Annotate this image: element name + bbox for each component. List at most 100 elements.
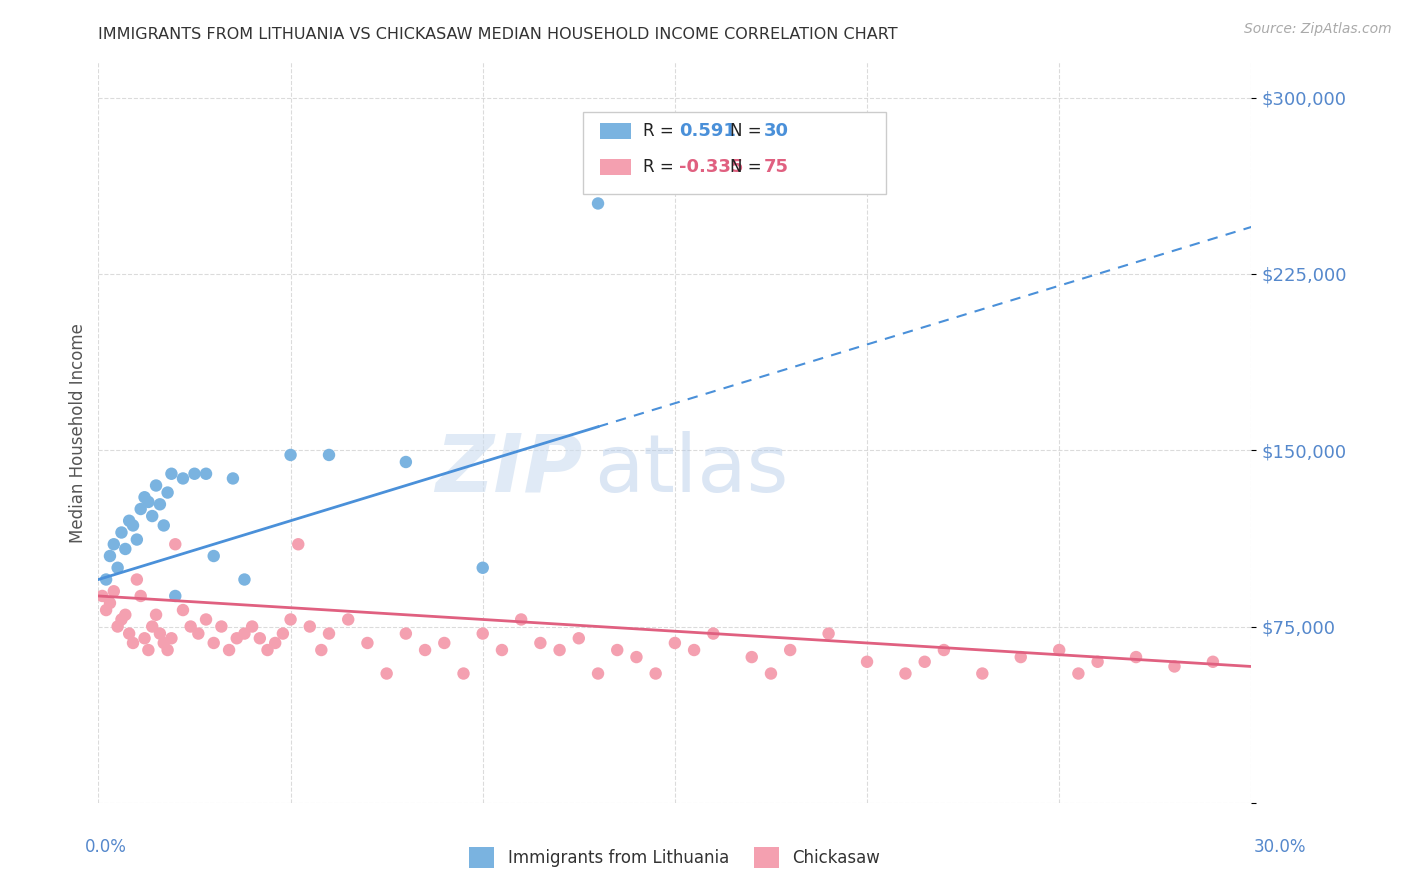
Point (664, 636, 686, 650)
Text: N =: N = (730, 158, 766, 176)
Legend: Immigrants from Lithuania, Chickasaw: Immigrants from Lithuania, Chickasaw (461, 838, 889, 876)
Point (160, 632, 183, 646)
Point (149, 497, 172, 511)
Point (180, 619, 202, 633)
Point (94, 573, 117, 587)
Point (149, 626, 172, 640)
Point (256, 643, 278, 657)
Point (165, 589, 187, 603)
Point (1125, 650, 1147, 665)
Point (94, 603, 117, 617)
Point (817, 626, 839, 640)
Point (510, 612, 533, 626)
Point (156, 485, 179, 500)
Point (225, 632, 247, 646)
Point (972, 666, 994, 681)
Point (141, 619, 163, 633)
Point (110, 525, 132, 540)
Point (114, 607, 136, 622)
Point (187, 626, 209, 640)
Point (491, 643, 513, 657)
Point (702, 626, 724, 640)
Point (98, 549, 121, 563)
Point (107, 561, 129, 575)
Point (125, 573, 148, 587)
Point (1067, 666, 1090, 681)
Point (280, 448, 302, 462)
Text: 30.0%: 30.0% (1253, 838, 1306, 855)
Point (125, 533, 148, 547)
Point (122, 518, 145, 533)
Point (280, 612, 302, 626)
Point (160, 467, 183, 481)
Point (529, 636, 551, 650)
Text: ZIP: ZIP (436, 431, 582, 508)
Point (183, 467, 205, 481)
Text: 75: 75 (763, 158, 789, 176)
Point (395, 626, 418, 640)
Point (311, 643, 333, 657)
Point (195, 467, 218, 481)
Point (1163, 659, 1185, 673)
Point (172, 471, 194, 485)
Text: IMMIGRANTS FROM LITHUANIA VS CHICKASAW MEDIAN HOUSEHOLD INCOME CORRELATION CHART: IMMIGRANTS FROM LITHUANIA VS CHICKASAW M… (98, 27, 898, 42)
Point (318, 626, 340, 640)
Point (114, 541, 136, 556)
Point (129, 589, 152, 603)
Point (118, 514, 141, 528)
Point (249, 632, 271, 646)
Point (165, 537, 187, 551)
Point (1202, 655, 1225, 669)
Y-axis label: Median Household Income: Median Household Income (69, 323, 87, 542)
Point (103, 584, 125, 599)
Point (375, 666, 398, 681)
Point (395, 455, 418, 469)
Point (1010, 650, 1032, 665)
Point (91, 589, 114, 603)
Point (453, 666, 475, 681)
Point (356, 636, 378, 650)
Point (606, 643, 628, 657)
Point (98, 596, 121, 610)
Point (107, 619, 129, 633)
Point (129, 502, 152, 516)
Point (568, 632, 591, 646)
Text: atlas: atlas (595, 431, 789, 508)
Point (856, 655, 879, 669)
Point (413, 643, 436, 657)
Point (156, 643, 179, 657)
Point (202, 549, 225, 563)
Point (1047, 643, 1070, 657)
Point (134, 490, 156, 504)
Text: R =: R = (643, 122, 679, 140)
Point (233, 573, 256, 587)
Point (202, 636, 225, 650)
Point (138, 643, 160, 657)
Point (209, 619, 232, 633)
Point (548, 643, 571, 657)
Point (644, 666, 666, 681)
Point (433, 636, 456, 650)
Point (145, 607, 167, 622)
Point (894, 666, 917, 681)
Point (222, 471, 245, 485)
Point (271, 626, 294, 640)
Point (110, 612, 132, 626)
Text: -0.335: -0.335 (679, 158, 744, 176)
Point (287, 537, 309, 551)
Point (103, 537, 125, 551)
Point (233, 626, 256, 640)
Point (586, 196, 609, 211)
Text: 30: 30 (763, 122, 789, 140)
Point (586, 666, 609, 681)
Point (759, 666, 782, 681)
Point (218, 643, 240, 657)
Point (152, 518, 174, 533)
Text: 0.591: 0.591 (679, 122, 735, 140)
Point (141, 509, 163, 524)
Point (298, 619, 321, 633)
Point (932, 643, 955, 657)
Point (145, 478, 167, 492)
Text: N =: N = (730, 122, 766, 140)
Point (138, 495, 160, 509)
